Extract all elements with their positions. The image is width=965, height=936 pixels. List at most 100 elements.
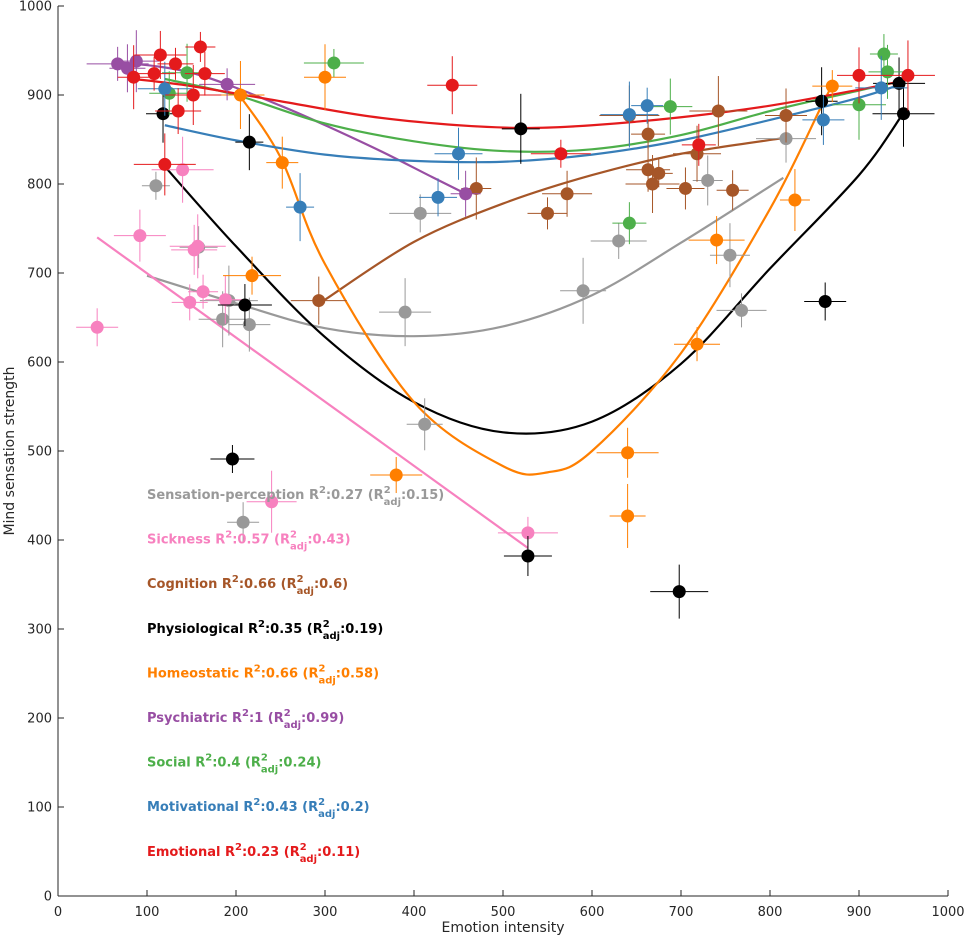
point-marker — [897, 107, 910, 121]
point-marker — [245, 269, 259, 283]
data-point-cognition — [625, 155, 680, 213]
legend-entry-motivational: Motivational R2:0.43 (R2 adj:0.2) — [147, 797, 370, 820]
x-tick-label: 300 — [313, 905, 338, 920]
point-marker — [445, 78, 459, 92]
point-marker — [880, 65, 894, 79]
x-tick-label: 100 — [135, 905, 160, 920]
data-point-homeostatic — [223, 256, 282, 295]
point-marker — [710, 233, 724, 247]
point-marker — [541, 206, 554, 220]
point-marker — [225, 452, 239, 466]
point-marker — [180, 66, 194, 80]
point-marker — [576, 284, 590, 298]
data-point-homeostatic — [812, 70, 853, 103]
data-point-physiological — [804, 282, 847, 321]
point-marker — [198, 67, 212, 81]
point-marker — [191, 239, 205, 253]
data-point-cognition — [716, 170, 749, 211]
x-tick-label: 0 — [54, 905, 62, 920]
point-marker — [469, 181, 483, 195]
point-marker — [133, 229, 147, 243]
point-marker — [193, 40, 207, 54]
point-marker — [723, 248, 737, 262]
data-point-social — [612, 202, 647, 245]
point-marker — [816, 113, 830, 127]
point-marker — [892, 76, 906, 90]
x-axis-label: Emotion intensity — [441, 920, 564, 936]
fit-curve-emotional — [133, 77, 909, 130]
point-marker — [220, 77, 234, 91]
point-marker — [293, 200, 307, 214]
data-points — [76, 30, 935, 619]
data-point-sensation-perception — [406, 398, 443, 451]
fit-curve-homeostatic — [235, 85, 834, 476]
data-point-motivational — [137, 61, 192, 116]
point-marker — [233, 88, 247, 102]
data-point-sickness — [246, 470, 297, 533]
y-tick-label: 1000 — [19, 0, 52, 15]
data-point-sensation-perception — [227, 502, 260, 543]
data-point-physiological — [501, 93, 540, 164]
point-marker — [156, 107, 170, 121]
point-marker — [621, 509, 635, 523]
point-marker — [238, 298, 252, 312]
point-marker — [149, 179, 163, 193]
data-point-homeostatic — [779, 169, 810, 232]
x-tick-label: 400 — [402, 905, 427, 920]
data-point-homeostatic — [596, 427, 659, 478]
fit-curve-physiological — [162, 112, 905, 435]
point-marker — [622, 108, 636, 122]
data-point-emotional — [133, 133, 196, 196]
point-marker — [90, 320, 104, 334]
data-point-physiological — [210, 445, 255, 474]
point-marker — [621, 446, 635, 460]
point-marker — [327, 56, 341, 70]
point-marker — [711, 104, 725, 118]
data-point-homeostatic — [370, 457, 423, 494]
point-marker — [663, 100, 677, 114]
fit-curve-psychiatric — [117, 60, 467, 195]
data-point-physiological — [503, 536, 552, 577]
point-marker — [726, 183, 740, 197]
axis-ticks: 0 100 200 300 400 500 600 700 800 900 1000 0 100 200 3… — [19, 0, 965, 920]
data-point-sickness — [113, 209, 166, 262]
point-marker — [312, 294, 326, 308]
data-point-psychiatric — [199, 68, 256, 101]
point-marker — [176, 163, 190, 177]
point-marker — [265, 495, 279, 509]
point-marker — [877, 47, 891, 61]
data-point-motivational — [855, 55, 908, 120]
point-marker — [389, 468, 403, 482]
point-marker — [560, 187, 574, 201]
data-point-emotional — [184, 51, 225, 96]
data-point-motivational — [600, 81, 659, 148]
data-point-sensation-perception — [389, 194, 452, 233]
data-point-cognition — [666, 167, 705, 210]
data-point-homeostatic — [216, 61, 265, 129]
point-marker — [111, 57, 125, 71]
data-point-sensation-perception — [709, 223, 750, 288]
point-marker — [612, 234, 626, 248]
data-point-physiological — [650, 564, 709, 619]
point-marker — [521, 549, 535, 563]
legend-entry-physiological: Physiological R2:0.35 (R2 adj:0.19) — [147, 619, 383, 642]
fit-curve-sickness — [96, 236, 529, 549]
legend-entry-cognition: Cognition R2:0.66 (R2 adj:0.6) — [147, 574, 348, 597]
data-point-emotional — [681, 123, 716, 166]
point-marker — [852, 68, 866, 82]
legend-entry-psychiatric: Psychiatric R2:1 (R2 adj:0.99) — [147, 708, 344, 731]
point-marker — [690, 337, 704, 351]
data-point-sickness — [188, 274, 219, 309]
data-point-cognition — [461, 157, 492, 220]
point-marker — [701, 173, 715, 187]
data-point-emotional — [165, 65, 222, 125]
point-marker — [641, 127, 655, 141]
data-point-cognition — [631, 119, 666, 150]
data-point-cognition — [644, 159, 673, 188]
point-marker — [171, 104, 185, 118]
data-point-emotional — [134, 30, 187, 79]
legend-entry-emotional: Emotional R2:0.23 (R2 adj:0.11) — [147, 842, 360, 865]
point-marker — [431, 190, 445, 204]
data-point-psychiatric — [109, 44, 146, 93]
data-point-homeostatic — [688, 216, 745, 265]
